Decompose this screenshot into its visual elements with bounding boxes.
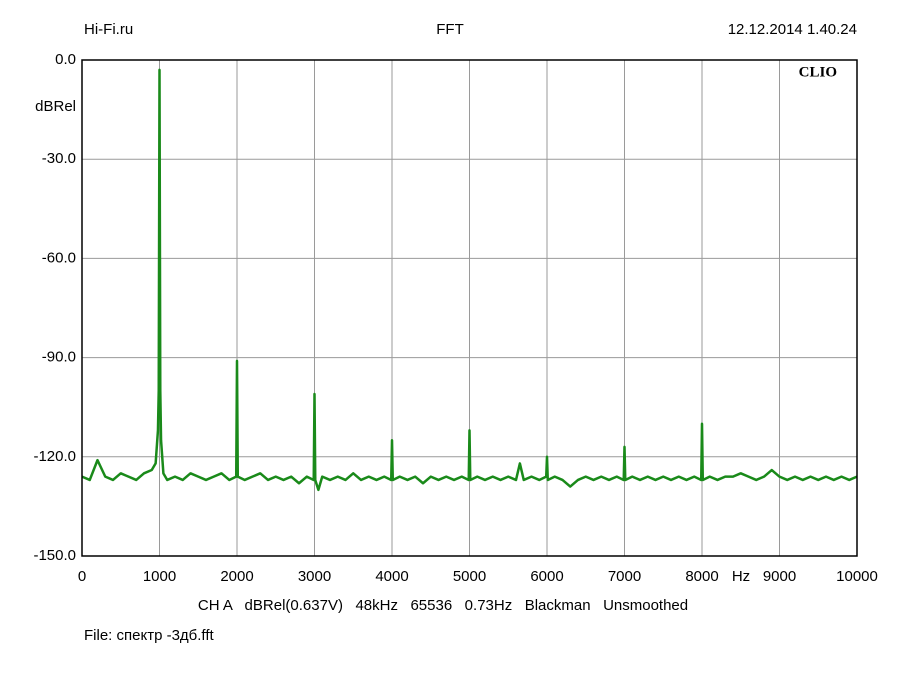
file-label: File: спектр -3дб.fft	[84, 627, 214, 644]
x-tick-label: 0	[78, 568, 86, 585]
x-tick-label: 3000	[298, 568, 331, 585]
plot-border	[81, 59, 858, 557]
y-tick-label: -150.0	[33, 547, 76, 564]
spectrum-line	[81, 68, 858, 492]
x-tick-label: 8000	[685, 568, 718, 585]
x-tick-label: 2000	[220, 568, 253, 585]
header-left: Hi-Fi.ru	[84, 21, 133, 38]
brand: CLIO	[799, 64, 837, 80]
y-tick-label: -120.0	[33, 448, 76, 465]
y-tick-label: 0.0	[55, 51, 76, 68]
x-tick-label: 5000	[453, 568, 486, 585]
x-tick-label: 6000	[530, 568, 563, 585]
x-tick-label: 9000	[763, 568, 796, 585]
x-tick-label: 10000	[836, 568, 878, 585]
x-axis-label: Hz	[732, 568, 750, 585]
y-tick-label: -60.0	[42, 249, 76, 266]
y-tick-label: -30.0	[42, 150, 76, 167]
header-right: 12.12.2014 1.40.24	[728, 21, 857, 38]
settings: CH A dBRel(0.637V) 48kHz 65536 0.73Hz Bl…	[198, 597, 688, 614]
x-tick-label: 4000	[375, 568, 408, 585]
y-axis-label: dBRel	[35, 98, 76, 115]
y-tick-label: -90.0	[42, 349, 76, 366]
chart-title: FFT	[436, 21, 464, 38]
x-tick-label: 7000	[608, 568, 641, 585]
x-tick-label: 1000	[143, 568, 176, 585]
